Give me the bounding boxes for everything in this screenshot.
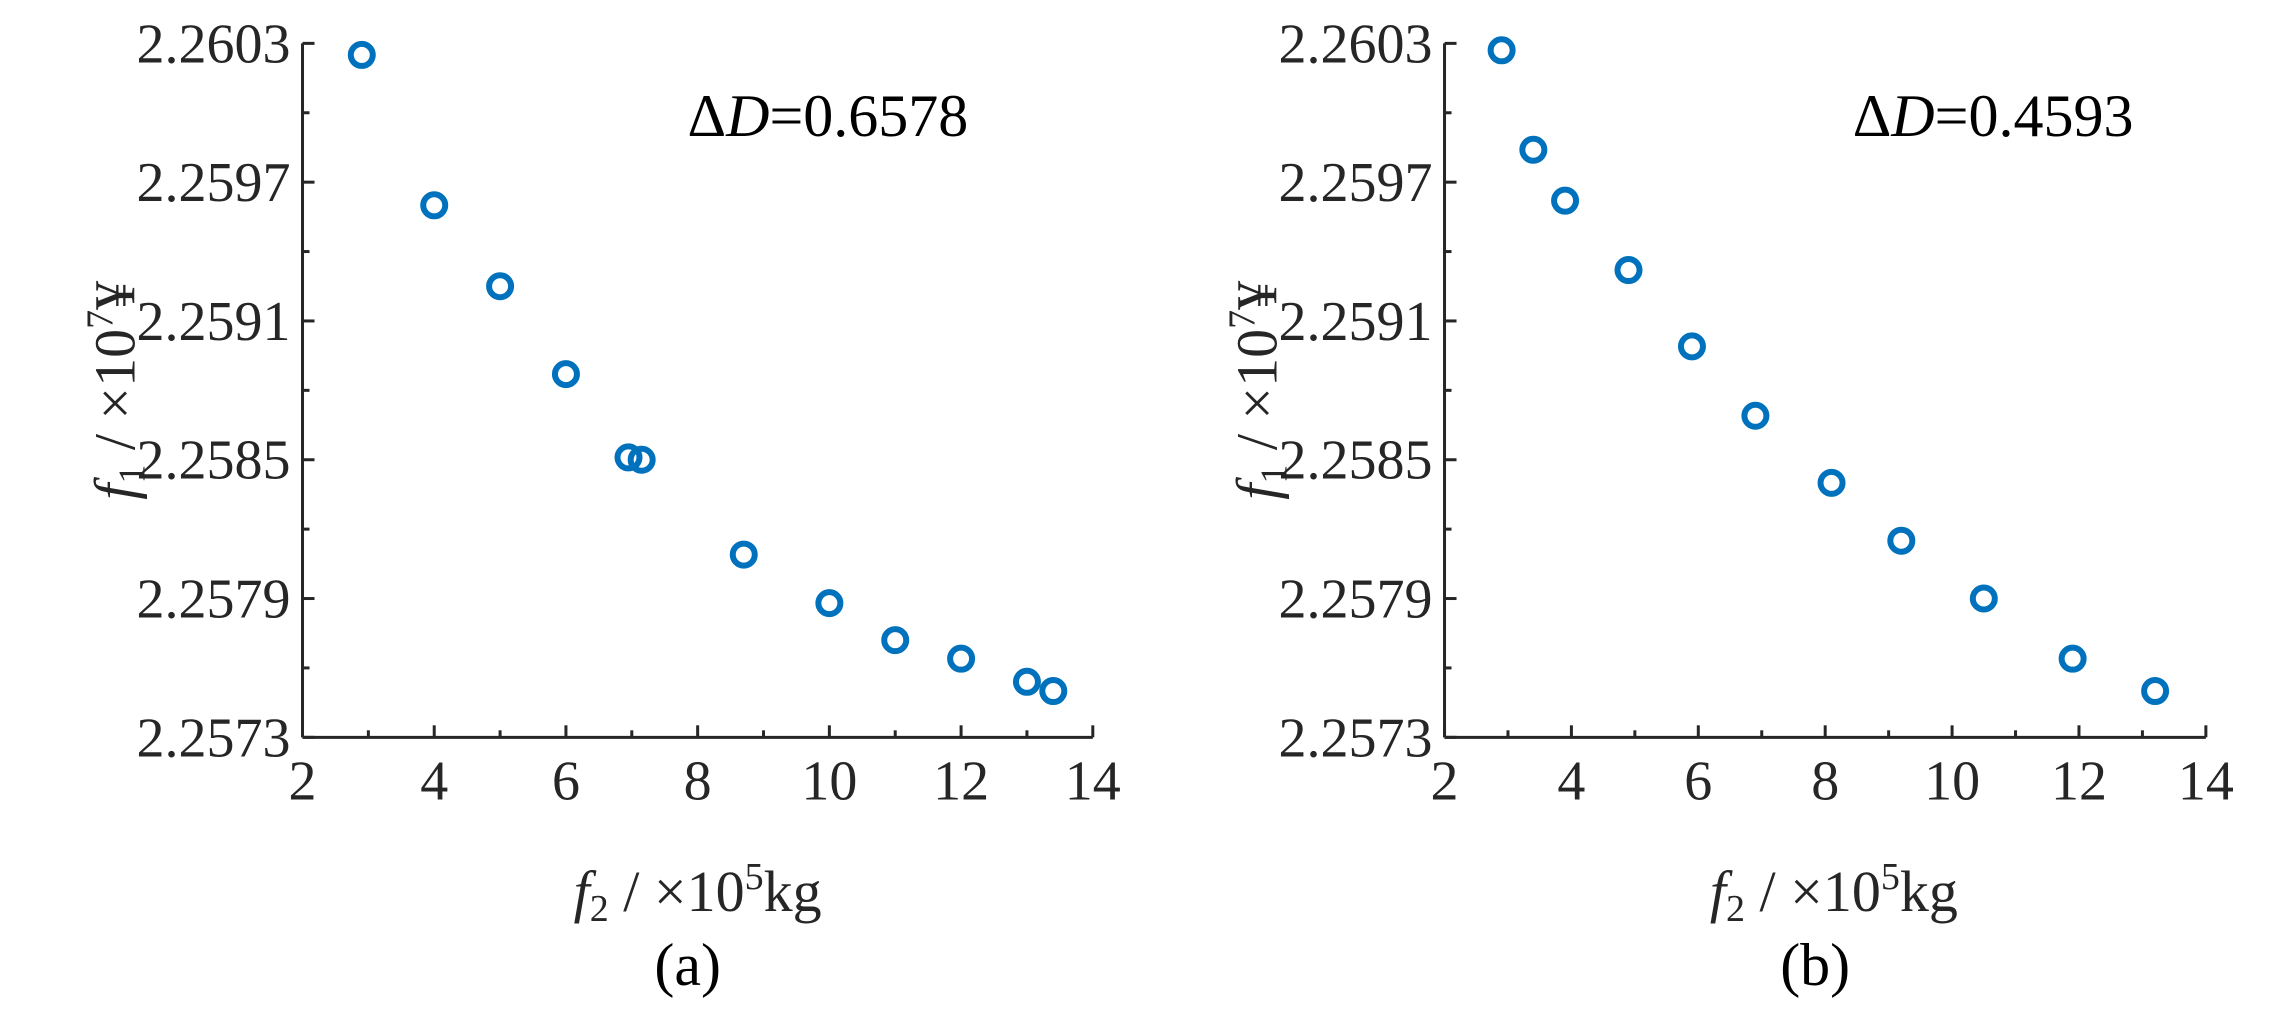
data-point [1677, 332, 1706, 361]
chart-panel-a: 2 4 6 8 10 12 14 2.2573 2.2579 2.2585 2.2591 2.2597… [80, 13, 1121, 998]
data-point [1012, 667, 1041, 696]
x-tick-label: 8 [684, 750, 712, 812]
y-tick-label: 2.2603 [1279, 13, 1433, 75]
data-point [1551, 186, 1580, 215]
data-point [420, 191, 449, 220]
data-point [1614, 256, 1643, 285]
x-tick-label: 10 [801, 750, 857, 812]
data-point [614, 443, 643, 472]
y-tick-label: 2.2573 [1279, 707, 1433, 769]
data-point [1887, 526, 1916, 555]
data-point [1969, 584, 1998, 613]
panel-label: (a) [654, 932, 721, 998]
data-point [347, 40, 376, 69]
y-tick-label: 2.2579 [1279, 569, 1433, 631]
panel-label: (b) [1780, 932, 1850, 998]
y-tick-label: 2.2591 [137, 291, 291, 353]
data-point [1741, 401, 1770, 430]
data-point [1817, 468, 1846, 497]
y-tick-label: 2.2591 [1279, 291, 1433, 353]
x-tick-label: 12 [2051, 750, 2107, 812]
data-point [1519, 135, 1548, 164]
x-tick-label: 10 [1924, 750, 1980, 812]
x-tick-label: 6 [552, 750, 580, 812]
x-axis-title: f2 / ×105kg [574, 856, 822, 930]
x-tick-label: 6 [1684, 750, 1712, 812]
x-tick-label: 8 [1811, 750, 1839, 812]
y-tick-label: 2.2597 [137, 152, 291, 214]
data-point [551, 360, 580, 389]
delta-d-annotation: ΔD=0.6578 [688, 83, 969, 149]
x-tick-label: 14 [2178, 750, 2234, 812]
y-axis-title: f1 / ×107¥ [1222, 281, 1296, 500]
x-axis-title: f2 / ×105kg [1710, 856, 1958, 930]
data-point [947, 644, 976, 673]
delta-d-annotation: ΔD=0.4593 [1853, 83, 2134, 149]
y-tick-label: 2.2573 [137, 707, 291, 769]
x-tick-label: 12 [933, 750, 989, 812]
x-tick-label: 4 [1557, 750, 1585, 812]
y-tick-label: 2.2579 [137, 569, 291, 631]
x-tick-label: 4 [420, 750, 448, 812]
y-axis-title: f1 / ×107¥ [80, 281, 154, 500]
data-point [729, 540, 758, 569]
data-point [2058, 644, 2087, 673]
data-point [815, 589, 844, 618]
data-point [486, 272, 515, 301]
data-point [1487, 36, 1516, 65]
data-point [1039, 677, 1068, 706]
chart-panel-b: 2 4 6 8 10 12 14 2.2573 2.2579 2.2585 2.2591 2.2597… [1222, 13, 2234, 998]
y-tick-label: 2.2603 [137, 13, 291, 75]
y-tick-label: 2.2597 [1279, 152, 1433, 214]
data-point [2141, 677, 2170, 706]
data-point [627, 445, 656, 474]
x-tick-label: 2 [289, 750, 317, 812]
y-tick-label: 2.2585 [137, 430, 291, 492]
y-tick-label: 2.2585 [1279, 430, 1433, 492]
x-tick-label: 14 [1065, 750, 1121, 812]
data-point [881, 626, 910, 655]
x-tick-label: 2 [1431, 750, 1459, 812]
